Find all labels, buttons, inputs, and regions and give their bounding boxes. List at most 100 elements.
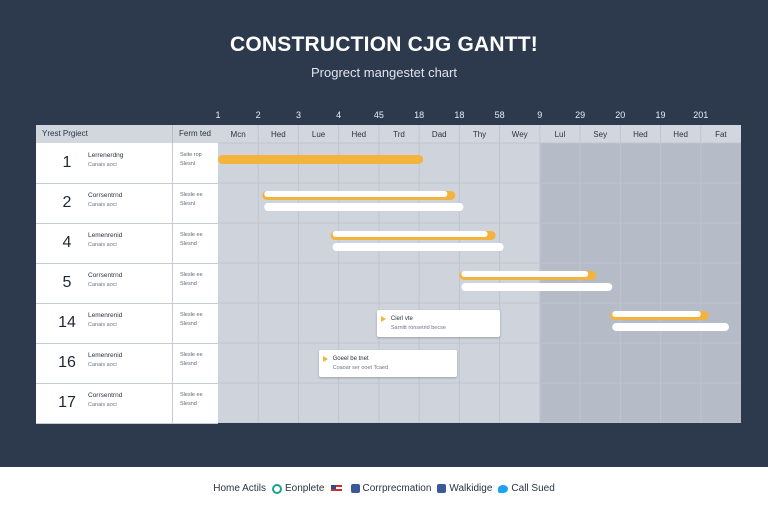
task-id: 2 <box>62 194 72 211</box>
flag-icon <box>330 484 342 493</box>
task-id: 4 <box>62 234 72 251</box>
footer-link[interactable]: Call Sued <box>511 483 555 494</box>
task-resource-sub: Slesnd <box>180 241 197 247</box>
task-id: 17 <box>58 394 76 411</box>
task-name: Lemenrenid <box>88 352 123 359</box>
task-sub: Canais aoci <box>88 362 117 368</box>
row-divider <box>36 383 218 384</box>
plan-bar <box>264 203 464 211</box>
callout-title: Goeel be tnet <box>332 356 369 362</box>
task-name: Lerrenerdng <box>88 152 124 159</box>
top-number-label: 2 <box>255 110 261 120</box>
footer-link[interactable]: Eonplete <box>285 483 325 494</box>
top-number-label: 18 <box>454 110 465 120</box>
task-resource: Slesle ee <box>180 272 203 278</box>
callout-arrow-icon <box>322 356 328 362</box>
time-label: Hed <box>633 130 648 139</box>
progress-bar-highlight <box>461 271 589 277</box>
time-label: Hed <box>271 130 286 139</box>
top-number-label: 201 <box>693 110 709 120</box>
top-number-label: 18 <box>414 110 425 120</box>
task-resource-sub: Slesnd <box>180 321 197 327</box>
facebook-icon <box>437 484 447 493</box>
task-name: Corrsentrnd <box>88 392 123 399</box>
task-resource: Slesle ee <box>180 392 203 398</box>
chart-title: CONSTRUCTION CJG GANTT! <box>230 33 538 56</box>
twitter-icon <box>498 484 509 493</box>
top-number-label: 1 <box>215 110 221 120</box>
footer-bar: Home Actils Eonplete Corrprecmation Walkidi… <box>0 467 768 512</box>
top-number-label: 4 <box>336 110 342 120</box>
task-resource: Slesle ee <box>180 192 203 198</box>
time-label: Thy <box>473 130 486 139</box>
progress-bar <box>218 155 424 164</box>
header-task: Yrest Prgiect <box>36 125 172 143</box>
task-id: 5 <box>62 274 72 291</box>
top-number-label: 9 <box>537 110 543 120</box>
footer-link[interactable]: Home Actils <box>213 483 267 494</box>
task-name: Lemenrenid <box>88 232 123 239</box>
task-sub: Canais aoci <box>88 242 117 248</box>
callout-box[interactable]: Goeel be tnet Coaoar ser ooet Tcaed <box>318 350 458 377</box>
task-resource: Ssite rop <box>180 152 202 158</box>
time-label: Hed <box>351 130 366 139</box>
time-label: Wey <box>512 130 528 139</box>
timeline-svg: Mcn Hed Lue Hed Trd Dad Thy Wey Lul Sey Hed Hed Fat <box>218 125 741 424</box>
task-id: 1 <box>62 154 72 171</box>
task-resource: Slesle ee <box>180 312 203 318</box>
task-resource: Slesle ee <box>180 352 203 358</box>
time-label: Lul <box>555 130 566 139</box>
check-circle-icon <box>272 483 283 494</box>
header-resource: Ferm ted <box>172 125 218 143</box>
row-divider <box>36 183 218 184</box>
callout-box[interactable]: Cierl vte Sarnitt ronsetrid becse <box>376 310 500 337</box>
task-name: Corrsentrnd <box>88 272 123 279</box>
footer-links: Home Actils Eonplete Corrprecmation Walkidi… <box>0 483 768 494</box>
time-label: Dad <box>432 130 447 139</box>
top-number-label: 58 <box>494 110 505 120</box>
task-sub: Canais aoci <box>88 162 117 168</box>
task-list-panel <box>36 143 218 423</box>
top-number-label: 45 <box>373 110 384 120</box>
task-resource-sub: Slesnd <box>180 361 197 367</box>
progress-bar-highlight <box>332 231 488 237</box>
time-label: Lue <box>312 130 326 139</box>
callout-sub: Sarnitt ronsetrid becse <box>390 325 446 331</box>
task-sub: Canais aoci <box>88 402 117 408</box>
plan-bar <box>332 243 504 251</box>
footer-link[interactable]: Walkidige <box>449 483 493 494</box>
progress-bar-highlight <box>612 311 701 317</box>
gantt-chart: Yrest Prgiect Ferm ted 1 Lerrenerdng Canai… <box>36 125 741 424</box>
callout-sub: Coaoar ser ooet Tcaed <box>332 365 389 371</box>
plan-bar <box>461 283 613 291</box>
task-sub: Canais aoci <box>88 322 117 328</box>
row-divider <box>36 303 218 304</box>
time-label: Fat <box>715 130 727 139</box>
row-divider <box>36 343 218 344</box>
chart-subtitle: Progrect mangestet chart <box>311 65 457 80</box>
task-sub: Canais aoci <box>88 282 117 288</box>
column-divider <box>172 143 173 423</box>
task-resource: Slesle ee <box>180 232 203 238</box>
task-id: 14 <box>58 314 76 331</box>
task-resource-sub: Slesnd <box>180 401 197 407</box>
top-number-label: 29 <box>575 110 586 120</box>
timeline-header <box>218 125 741 143</box>
task-name: Lemenrenid <box>88 312 123 319</box>
time-label: Sey <box>593 130 607 139</box>
top-number-label: 19 <box>655 110 666 120</box>
top-number-label: 3 <box>295 110 301 120</box>
plan-bar <box>612 323 729 331</box>
row-divider <box>36 423 218 424</box>
callout-arrow-icon <box>380 316 386 322</box>
task-id: 16 <box>58 354 76 371</box>
facebook-icon <box>350 484 360 493</box>
row-divider <box>36 223 218 224</box>
time-label: Hed <box>673 130 688 139</box>
time-label: Mcn <box>231 130 246 139</box>
top-number-label: 20 <box>615 110 626 120</box>
timeline-area: Mcn Hed Lue Hed Trd Dad Thy Wey Lul Sey Hed Hed Fat … <box>218 125 741 424</box>
task-resource-sub: Slesnd <box>180 281 197 287</box>
time-label: Trd <box>393 130 405 139</box>
footer-link[interactable]: Corrprecmation <box>362 483 432 494</box>
